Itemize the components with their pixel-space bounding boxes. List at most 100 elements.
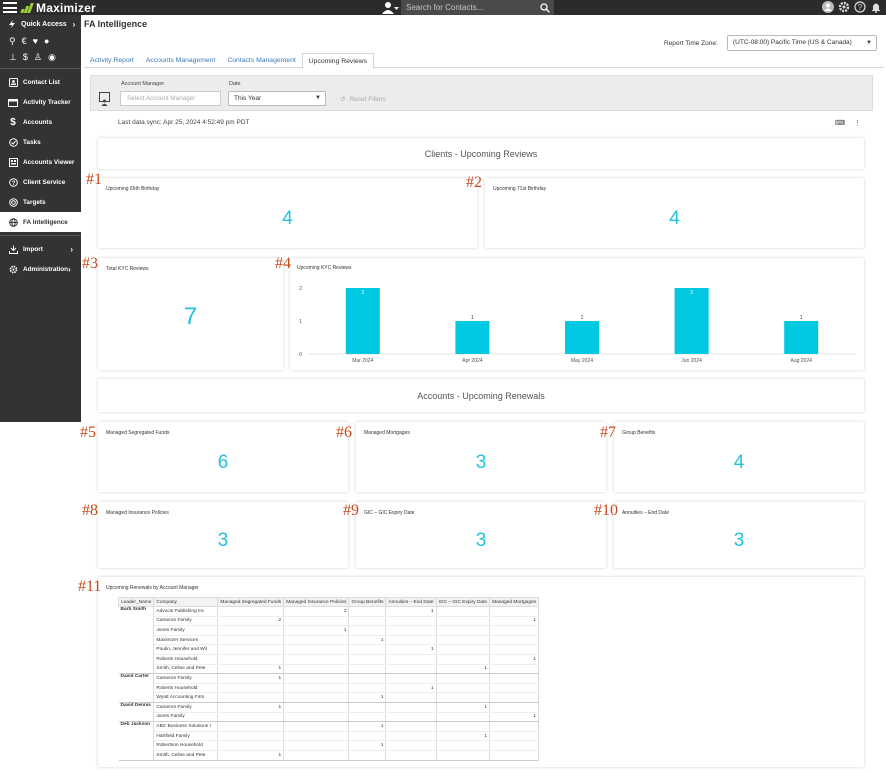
column-header[interactable]: Company <box>153 597 219 607</box>
value-cell <box>348 664 387 675</box>
report-time-zone-select[interactable]: (UTC-08:00) Pacific Time (US & Canada) ▼ <box>727 35 877 51</box>
check-circle-icon <box>8 137 18 147</box>
sidebar-item-label: Administration <box>23 265 69 273</box>
company-cell: Maximizer Services <box>153 635 219 646</box>
column-header[interactable]: GIC – GIC Expiry Date <box>435 597 491 607</box>
help-icon[interactable]: ? <box>854 1 866 13</box>
card-title: Group Benefits <box>622 430 656 436</box>
sidebar-item-tasks[interactable]: Tasks <box>0 132 81 152</box>
value-cell <box>283 712 350 723</box>
lightning-icon <box>9 20 15 28</box>
column-header[interactable]: Annuities – End Date <box>385 597 437 607</box>
column-header[interactable]: Managed Mortgages <box>489 597 540 607</box>
person-icon[interactable]: ♙ <box>33 51 42 62</box>
sidebar-item-accounts-viewer[interactable]: Accounts Viewer <box>0 152 81 172</box>
value-cell <box>489 692 540 703</box>
kpi-card-segregated-funds[interactable]: Managed Segregated Funds 6 <box>98 422 348 492</box>
value-cell: 2 <box>217 616 285 627</box>
value-cell <box>489 721 540 732</box>
sidebar-item-client-service[interactable]: ? Client Service <box>0 172 81 192</box>
kpi-card-total-kyc[interactable]: Total KYC Reviews 7 <box>98 258 283 370</box>
sidebar-item-administration[interactable]: Administration › <box>0 259 81 279</box>
company-cell: ABC Business Solutions I <box>153 721 219 732</box>
chart-bar <box>345 288 380 354</box>
value-cell <box>348 616 387 627</box>
chat-icon[interactable]: ● <box>43 36 50 46</box>
value-cell: 1 <box>385 606 437 617</box>
hamburger-menu-icon[interactable] <box>3 2 17 13</box>
callout-label: #9 <box>343 502 359 519</box>
maximizer-logo[interactable]: Maximizer <box>20 1 96 15</box>
value-cell: 1 <box>489 654 540 665</box>
value-cell <box>385 625 437 636</box>
sidebar-item-accounts[interactable]: $ Accounts <box>0 112 81 132</box>
value-cell <box>436 625 491 636</box>
value-cell <box>283 731 350 742</box>
gear-icon[interactable] <box>838 1 850 13</box>
kpi-card-mortgages[interactable]: Managed Mortgages 3 <box>356 422 606 492</box>
sidebar-item-label: Contact List <box>23 78 60 86</box>
contact-card-icon <box>99 92 110 106</box>
user-dropdown-icon[interactable] <box>382 1 400 14</box>
contact-list-icon <box>8 77 18 87</box>
chart-bar <box>565 321 599 354</box>
value-cell <box>489 740 540 751</box>
value-cell <box>385 654 437 665</box>
contact-search-input[interactable] <box>401 0 536 15</box>
kpi-card-71st-birthday[interactable]: Upcoming 71st Birthday 4 <box>485 178 864 248</box>
quick-access-toggle[interactable]: Quick Access › <box>0 15 81 33</box>
kpi-card-gic-expiry[interactable]: GIC – GIC Expiry Date 3 <box>356 502 606 568</box>
value-cell <box>283 750 350 761</box>
callout-label: #11 <box>78 578 102 595</box>
sidebar-item-fa-intelligence[interactable]: FA Intelligence <box>0 212 81 232</box>
kpi-card-annuities[interactable]: Annuities – End Date 3 <box>614 502 864 568</box>
kpi-card-65th-birthday[interactable]: Upcoming 65th Birthday 4 <box>98 178 477 248</box>
more-options-icon[interactable]: ⋮ <box>854 120 862 127</box>
tab-accounts-management[interactable]: Accounts Management <box>145 57 216 64</box>
value-cell: 1 <box>385 683 437 694</box>
logo-mark-icon <box>20 2 34 13</box>
keyboard-icon[interactable]: ⌨ <box>835 120 846 127</box>
column-header[interactable]: Leader_Name <box>117 597 155 607</box>
sidebar-divider <box>0 235 81 236</box>
heart-icon[interactable]: ♥ <box>32 36 38 46</box>
sidebar-item-targets[interactable]: Targets <box>0 192 81 212</box>
target-icon <box>8 197 18 207</box>
column-header[interactable]: Managed Segregated Funds <box>217 597 285 607</box>
key-icon[interactable]: ⚲ <box>9 35 16 46</box>
value-cell <box>385 740 437 751</box>
account-manager-input[interactable] <box>120 91 221 106</box>
value-cell: 1 <box>489 616 540 627</box>
value-cell <box>348 673 387 684</box>
reset-filters-button[interactable]: ↺ Reset Filters <box>340 95 386 104</box>
bar-value-label: 2 <box>690 290 693 296</box>
pin-icon[interactable]: ⊥ <box>9 51 17 62</box>
upcoming-kyc-chart-card[interactable]: Upcoming KYC Reviews 0 1 2 2 Mar 2024 1 Apr 20… <box>290 258 864 370</box>
accounts-section-header: Accounts - Upcoming Renewals <box>98 379 864 412</box>
value-cell <box>489 664 540 675</box>
avatar-icon[interactable] <box>822 1 834 13</box>
sidebar-item-contact-list[interactable]: Contact List <box>0 72 81 92</box>
value-cell <box>348 606 387 617</box>
sidebar-item-import[interactable]: Import › <box>0 239 81 259</box>
tab-upcoming-reviews[interactable]: Upcoming Reviews <box>301 53 374 69</box>
column-header[interactable]: Managed Insurance Policies <box>283 597 350 607</box>
dollar-icon[interactable]: $ <box>22 52 28 62</box>
kpi-card-group-benefits[interactable]: Group Benefits 4 <box>614 422 864 492</box>
value-cell <box>385 721 437 732</box>
value-cell: 1 <box>436 731 491 742</box>
column-header[interactable]: Group Benefits <box>348 597 387 607</box>
date-select[interactable]: This Year ▼ <box>228 91 326 106</box>
tab-activity-report[interactable]: Activity Report <box>90 57 134 64</box>
sidebar-item-activity-tracker[interactable]: Activity Tracker <box>0 92 81 112</box>
report-time-zone-label: Report Time Zone: <box>664 40 718 47</box>
kpi-card-insurance-policies[interactable]: Managed Insurance Policies 3 <box>98 502 348 568</box>
quick-access-row-2: ⊥ $ ♙ ◉ <box>0 49 81 65</box>
target-icon[interactable]: ◉ <box>47 51 56 62</box>
euro-icon[interactable]: € <box>21 36 27 46</box>
tab-contacts-management[interactable]: Contacts Management <box>227 57 296 64</box>
notification-bell-icon[interactable] <box>870 1 882 13</box>
search-button[interactable] <box>536 0 554 15</box>
sidebar-item-label: Accounts <box>23 118 53 126</box>
value-cell <box>436 683 491 694</box>
